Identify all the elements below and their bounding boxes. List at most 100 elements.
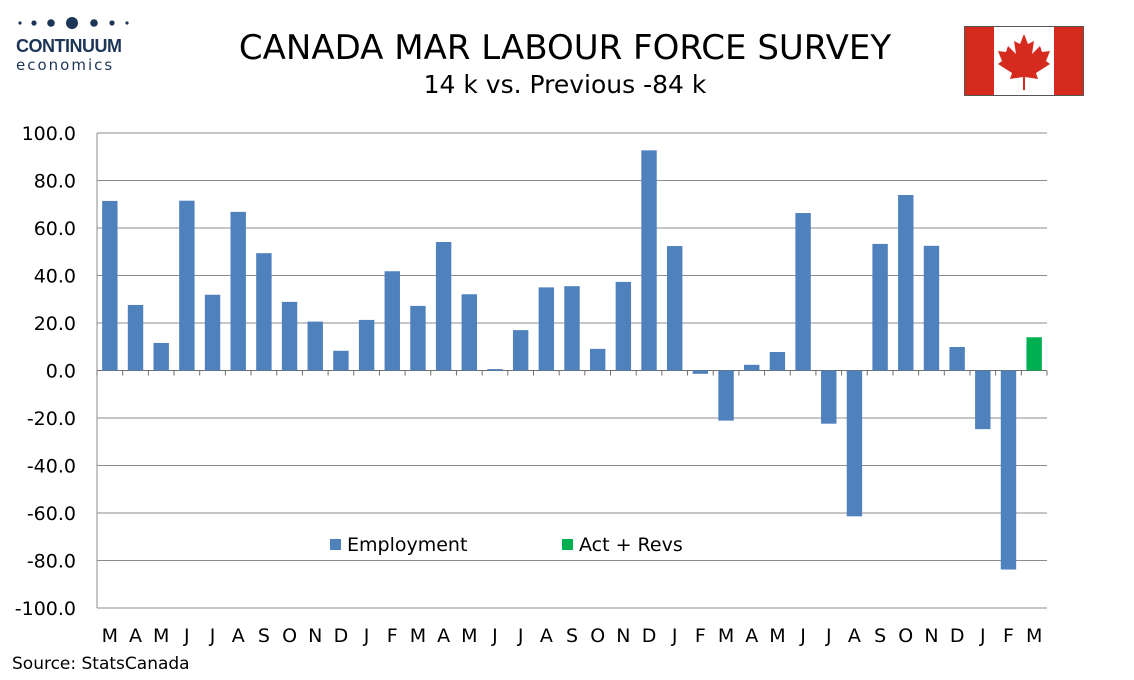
- x-tick-label: N: [924, 625, 938, 647]
- y-tick-label: 60.0: [34, 218, 76, 240]
- bar-employment-30: [872, 243, 888, 371]
- logo-dots-icon: [18, 17, 129, 29]
- x-tick-label: O: [590, 625, 605, 647]
- bar-employment-7: [281, 301, 298, 371]
- x-tick-label: M: [1026, 625, 1042, 647]
- x-tick-label: A: [437, 625, 450, 647]
- x-tick-label: A: [232, 625, 245, 647]
- y-tick-label: -40.0: [27, 456, 76, 478]
- x-tick-label: S: [258, 625, 270, 647]
- legend-label: Act + Revs: [579, 534, 683, 556]
- x-tick-label: J: [363, 625, 370, 647]
- x-tick-label: A: [745, 625, 758, 647]
- bar-employment-14: [461, 294, 477, 371]
- x-tick-label: M: [769, 625, 785, 647]
- bar-employment-15: [487, 369, 503, 371]
- bar-employment-11: [384, 271, 400, 371]
- y-tick-label: 20.0: [34, 313, 76, 335]
- bar-employment-22: [667, 246, 683, 371]
- bar-employment-5: [230, 211, 246, 371]
- x-tick-label: J: [671, 625, 678, 647]
- y-tick-label: 100.0: [22, 123, 76, 145]
- bar-employment-4: [204, 294, 221, 371]
- x-tick-label: F: [695, 625, 706, 647]
- bar-act-revs-36: [1026, 337, 1042, 371]
- x-tick-label: J: [491, 625, 498, 647]
- x-tick-label: D: [950, 625, 965, 647]
- x-tick-label: A: [540, 625, 553, 647]
- bar-employment-1: [127, 304, 144, 371]
- x-tick-label: N: [308, 625, 322, 647]
- bar-employment-12: [410, 305, 426, 371]
- legend: Employment Act + Revs: [330, 534, 683, 556]
- bar-employment-33: [949, 346, 965, 371]
- x-tick-label: M: [410, 625, 426, 647]
- x-tick-label: M: [461, 625, 477, 647]
- bar-employment-6: [256, 253, 272, 371]
- legend-label: Employment: [347, 534, 467, 556]
- x-tick-label: J: [799, 625, 806, 647]
- source-note: Source: StatsCanada: [12, 654, 190, 674]
- bar-employment-25: [744, 364, 760, 371]
- bar-employment-16: [512, 330, 529, 371]
- y-tick-label: 0.0: [46, 361, 76, 383]
- bar-employment-23: [692, 370, 709, 374]
- x-tick-label: F: [1003, 625, 1014, 647]
- chart-subtitle: 14 k vs. Previous -84 k: [423, 70, 707, 99]
- bar-employment-9: [333, 350, 349, 371]
- x-tick-label: J: [183, 625, 190, 647]
- x-tick-label: J: [979, 625, 986, 647]
- x-tick-label: D: [334, 625, 349, 647]
- bar-employment-27: [795, 213, 811, 371]
- bar-employment-0: [102, 200, 118, 371]
- x-tick-label: S: [874, 625, 886, 647]
- bars: [102, 150, 1042, 570]
- x-tick-label: A: [848, 625, 861, 647]
- x-tick-label: J: [825, 625, 832, 647]
- legend-swatch: [330, 539, 341, 550]
- y-tick-label: 80.0: [34, 171, 76, 193]
- logo-subname: economics: [16, 56, 115, 74]
- canada-flag-icon: [964, 26, 1084, 96]
- x-tick-label: N: [616, 625, 630, 647]
- y-tick-label: -100.0: [15, 598, 76, 620]
- maple-leaf-icon: [998, 34, 1050, 90]
- bar-employment-34: [975, 370, 991, 430]
- bar-employment-24: [718, 370, 734, 421]
- bar-employment-3: [179, 200, 195, 371]
- x-tick-label: M: [102, 625, 118, 647]
- bar-employment-35: [1000, 370, 1017, 570]
- bar-employment-17: [538, 287, 555, 371]
- x-tick-label: J: [517, 625, 524, 647]
- bar-employment-10: [358, 319, 375, 371]
- bar-employment-13: [435, 242, 452, 371]
- bar-employment-29: [846, 370, 863, 517]
- y-tick-label: -20.0: [27, 408, 76, 430]
- bar-employment-8: [307, 321, 323, 371]
- bar-employment-31: [898, 194, 914, 371]
- x-tick-label: S: [566, 625, 578, 647]
- x-tick-label: F: [387, 625, 398, 647]
- x-tick-label: O: [282, 625, 297, 647]
- bar-employment-32: [923, 245, 940, 371]
- y-tick-label: 40.0: [34, 266, 76, 288]
- logo-name: CONTINUUM: [16, 36, 122, 56]
- bar-employment-20: [615, 281, 632, 371]
- x-tick-label: M: [153, 625, 169, 647]
- bar-employment-28: [821, 370, 837, 424]
- x-tick-label: D: [642, 625, 657, 647]
- x-tick-label: O: [898, 625, 913, 647]
- continuum-economics-logo: CONTINUUM economics: [12, 14, 137, 76]
- bar-employment-2: [153, 342, 169, 371]
- y-tick-label: -80.0: [27, 551, 76, 573]
- legend-swatch: [562, 539, 573, 550]
- x-tick-label: J: [209, 625, 216, 647]
- y-tick-labels: 100.0 80.0 60.0 40.0 20.0 0.0 -20.0 -40.0 -60.0 -…: [15, 123, 76, 620]
- bar-employment-21: [641, 150, 657, 371]
- bar-employment-26: [769, 351, 786, 371]
- x-tick-label: A: [129, 625, 142, 647]
- y-tick-label: -60.0: [27, 503, 76, 525]
- bar-employment-19: [589, 348, 606, 371]
